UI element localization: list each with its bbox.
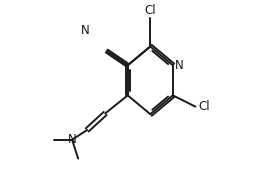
Text: N: N [175,59,184,72]
Text: Cl: Cl [144,4,156,17]
Text: Cl: Cl [198,100,210,113]
Text: N: N [81,24,89,37]
Text: N: N [68,133,77,146]
